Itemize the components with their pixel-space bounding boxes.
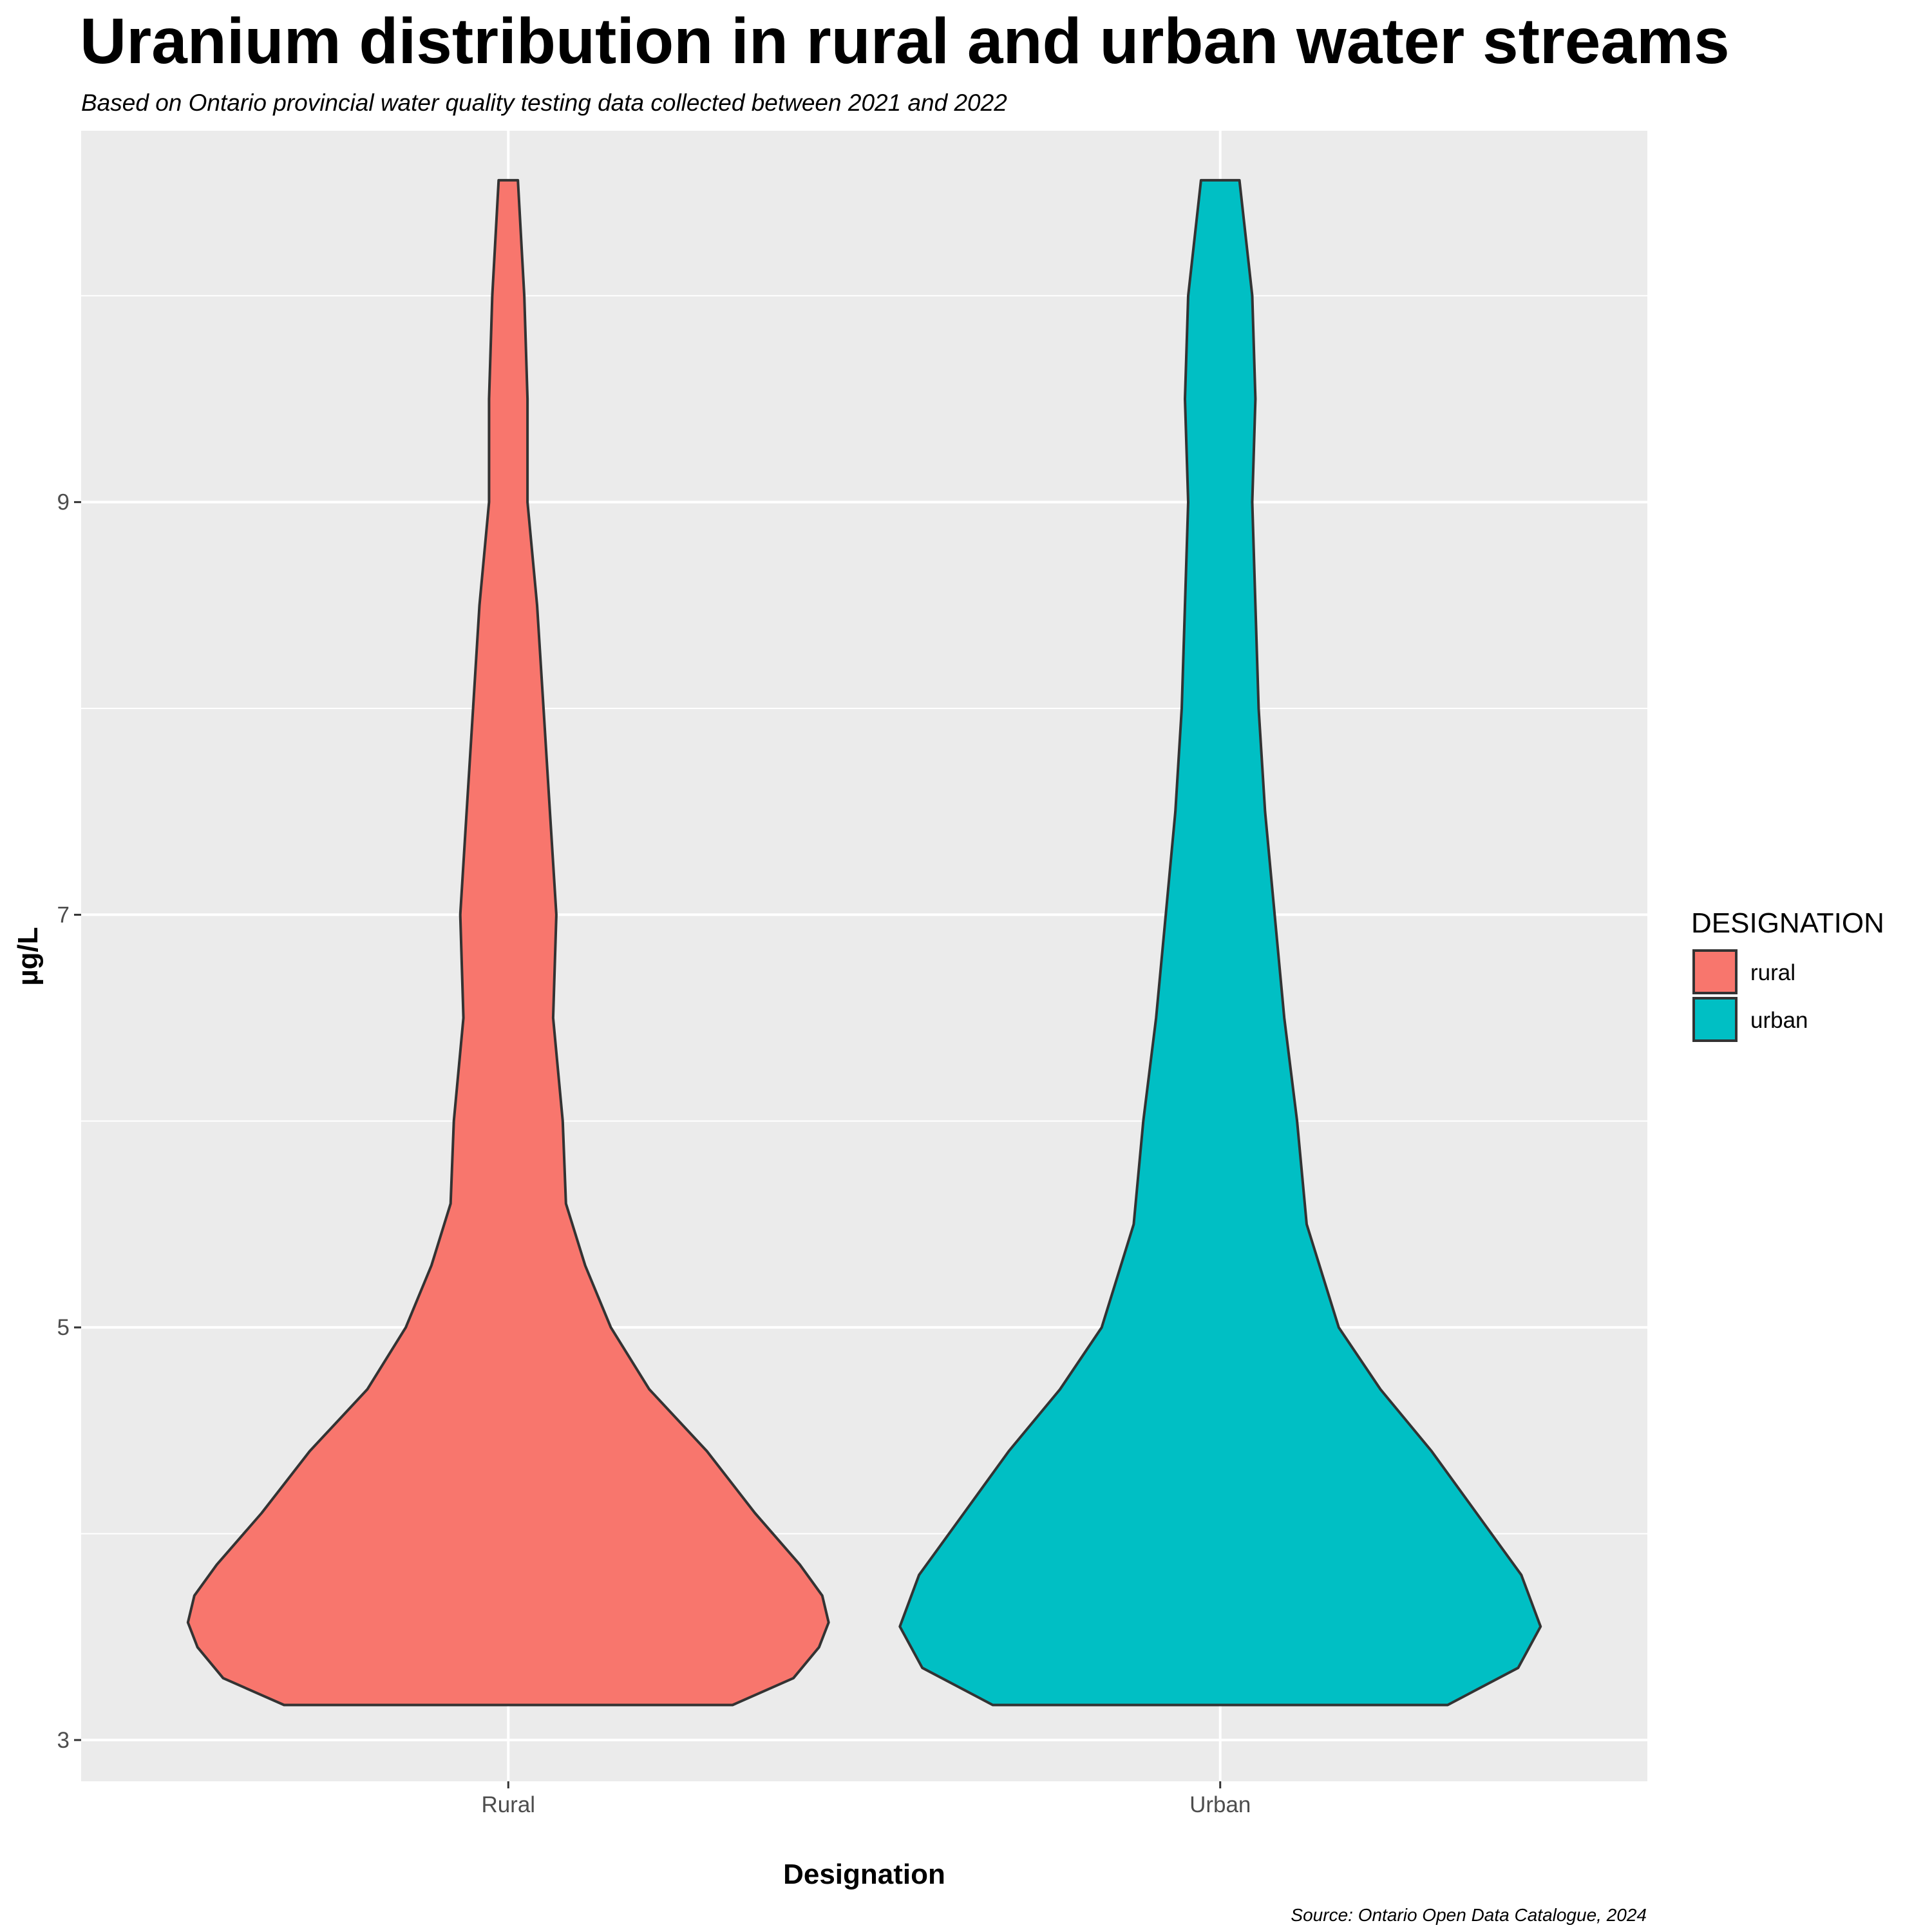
- y-tick-label: 9: [57, 490, 70, 515]
- chart-subtitle: Based on Ontario provincial water qualit…: [81, 90, 1007, 116]
- legend-label-rural: rural: [1750, 960, 1795, 985]
- violin-rural: [186, 178, 830, 1707]
- legend-title: DESIGNATION: [1691, 907, 1884, 939]
- y-tick-label: 5: [57, 1315, 70, 1340]
- x-axis-title: Designation: [783, 1859, 945, 1890]
- legend-key-urban: [1692, 997, 1738, 1042]
- y-tick-label: 7: [57, 902, 70, 927]
- legend-key-rural: [1692, 949, 1738, 994]
- violin-urban: [898, 178, 1542, 1707]
- x-tick-label: Urban: [1189, 1792, 1251, 1817]
- x-tick-label: Rural: [481, 1792, 535, 1817]
- y-axis-title: µg/L: [12, 927, 44, 985]
- legend-label-urban: urban: [1750, 1008, 1808, 1033]
- axes: 3 5 7 9 Rural Urban: [57, 490, 1251, 1817]
- violins: [186, 178, 1542, 1707]
- chart-title: Uranium distribution in rural and urban …: [80, 5, 1730, 77]
- y-tick-label: 3: [57, 1728, 70, 1753]
- legend: DESIGNATION rural urban: [1691, 907, 1884, 1042]
- source-caption: Source: Ontario Open Data Catalogue, 202…: [1291, 1905, 1647, 1925]
